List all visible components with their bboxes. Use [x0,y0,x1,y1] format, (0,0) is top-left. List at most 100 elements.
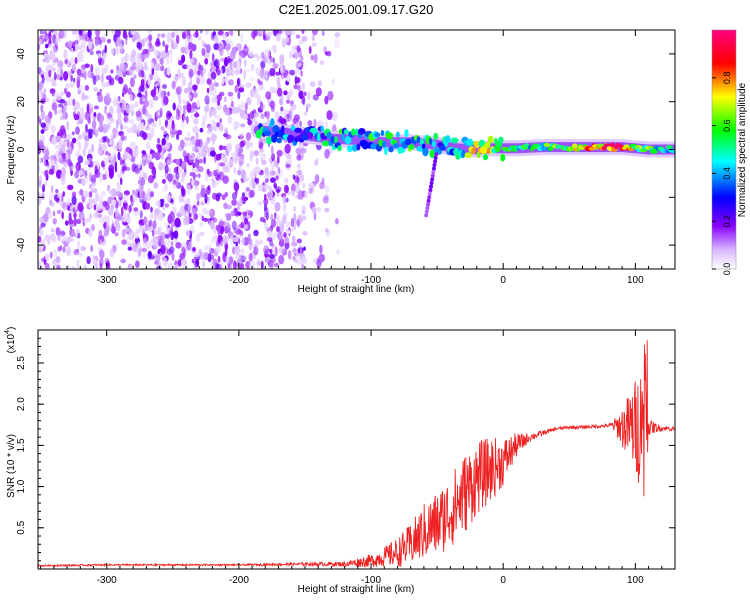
spectrogram-noise-blob [41,257,44,262]
spectrogram-noise-blob [70,47,74,53]
spectrogram-noise-blob [66,61,73,67]
x-tick-label: -100 [361,275,381,286]
spectrogram-noise-blob [66,246,72,256]
spectrogram-noise-blob [145,241,151,250]
x-tick-label: -300 [97,575,117,586]
spectrogram-noise-blob [75,126,80,135]
spectrogram-noise-blob [88,227,93,238]
spectrogram-noise-blob [133,207,139,212]
spectrogram-noise-blob [127,87,132,96]
spectrogram-noise-blob [57,66,61,75]
spectrogram-noise-blob [89,160,94,168]
spectrogram-noise-blob [245,261,251,269]
spectrogram-noise-blob [266,230,273,240]
spectrogram-noise-blob [95,30,101,37]
spectrogram-noise-blob [168,262,173,269]
ridge-cell [474,140,480,149]
spectrogram-noise-blob [56,93,63,101]
ridge-cell [444,135,451,144]
spectrogram-noise-blob [278,173,283,179]
spectrogram-noise-blob [219,145,223,151]
ridge-cell [270,118,275,126]
spectrogram-noise-blob [84,218,88,224]
spectrogram-noise-blob [301,30,305,35]
x-tick-label: -300 [97,275,117,286]
spectrogram-noise-blob [178,97,182,105]
spectrogram-noise-blob [81,177,86,187]
colorbar-ticks: 0.0 0.2 0.4 0.6 0.8 [712,72,732,275]
spectrogram-noise-blob [155,37,160,46]
spectrogram-noise-blob [50,159,55,164]
spectrogram-noise-blob [217,255,221,263]
spectrogram-noise-blob [199,212,202,219]
spectrogram-noise-blob [272,62,279,69]
spectrogram-noise-blob [40,71,43,76]
spectrogram-noise-blob [54,262,58,268]
spectrogram-noise-blob [296,238,302,244]
spectrogram-noise-blob [177,129,183,136]
spectrogram-noise-blob [217,227,221,236]
spectrogram-noise-blob [104,44,107,54]
spectrogram-noise-blob [248,252,253,262]
spectrogram-noise-blob [260,260,264,269]
spectrogram-noise-blob [138,175,142,186]
spectrogram-noise-blob [55,189,59,194]
spectrogram-noise-blob [188,140,193,147]
spectrogram-noise-blob [45,43,49,49]
spectrogram-noise-blob [38,156,42,164]
spectrogram-noise-blob [270,213,274,221]
spectrogram-noise-blob [181,54,186,63]
spectrogram-noise-blob [234,252,241,260]
spectrogram-noise-blob [189,32,193,43]
spectrogram-noise-blob [99,249,105,259]
spectrogram-noise-blob [299,247,303,254]
spectrogram-noise-blob [102,127,107,134]
spectrogram-noise-blob [300,147,307,154]
spectrogram-noise-blob [56,74,61,80]
spectrogram-noise-blob [289,51,292,59]
spectrogram-noise-blob [39,38,42,47]
spectrogram-noise-blob [268,253,275,259]
spectrogram-noise-blob [68,237,74,242]
spectrogram-noise-blob [88,203,94,209]
spectrogram-noise-blob [184,136,191,142]
spectrogram-noise-blob [137,92,143,98]
spectrogram-noise-blob [104,64,109,73]
spectrogram-noise-blob [227,79,234,86]
spectrogram-noise-blob [234,245,241,255]
spectrogram-noise-blob [74,57,78,64]
spectrogram-noise-blob [117,140,122,150]
ridge-cell [397,146,406,154]
spectrogram-noise-blob [212,140,215,146]
spectrogram-noise-blob [89,184,93,189]
spectrogram-noise-blob [265,91,272,100]
spectrogram-noise-blob [239,263,245,269]
spectrogram-noise-blob [118,76,124,85]
spectrogram-noise-blob [152,219,157,230]
spectrogram-noise-blob [217,162,220,168]
spectrogram-noise-blob [296,260,302,265]
spectrogram-noise-blob [180,120,186,129]
spectrogram-noise-blob [115,45,119,56]
spectrogram-noise-blob [156,77,161,87]
colorbar-gradient [711,29,737,270]
spectrogram-noise-blob [170,115,175,122]
spectrogram-noise-blob [51,201,55,207]
ridge-cell [361,140,369,150]
spectrogram-noise-blob [169,49,173,55]
spectrogram-noise-blob [289,113,293,122]
spectrogram-noise-blob [189,49,193,60]
spectrogram-noise-blob [300,70,303,77]
spectrogram-noise-blob [98,138,103,144]
spectrogram-noise-blob [210,71,217,80]
spectrogram-noise-blob [186,115,189,124]
spectrogram-noise-blob [280,118,287,125]
spectrogram-noise-blob [72,137,77,144]
spectrogram-noise-blob [143,66,149,71]
spectrogram-noise-blob [249,111,255,120]
spectrogram-noise-blob [158,89,165,100]
spectrogram-noise-blob [76,164,80,175]
spectrogram-noise-blob [277,231,283,242]
colorbar: 0.0 0.2 0.4 0.6 0.8 Normalized spectral ampl… [711,29,748,275]
